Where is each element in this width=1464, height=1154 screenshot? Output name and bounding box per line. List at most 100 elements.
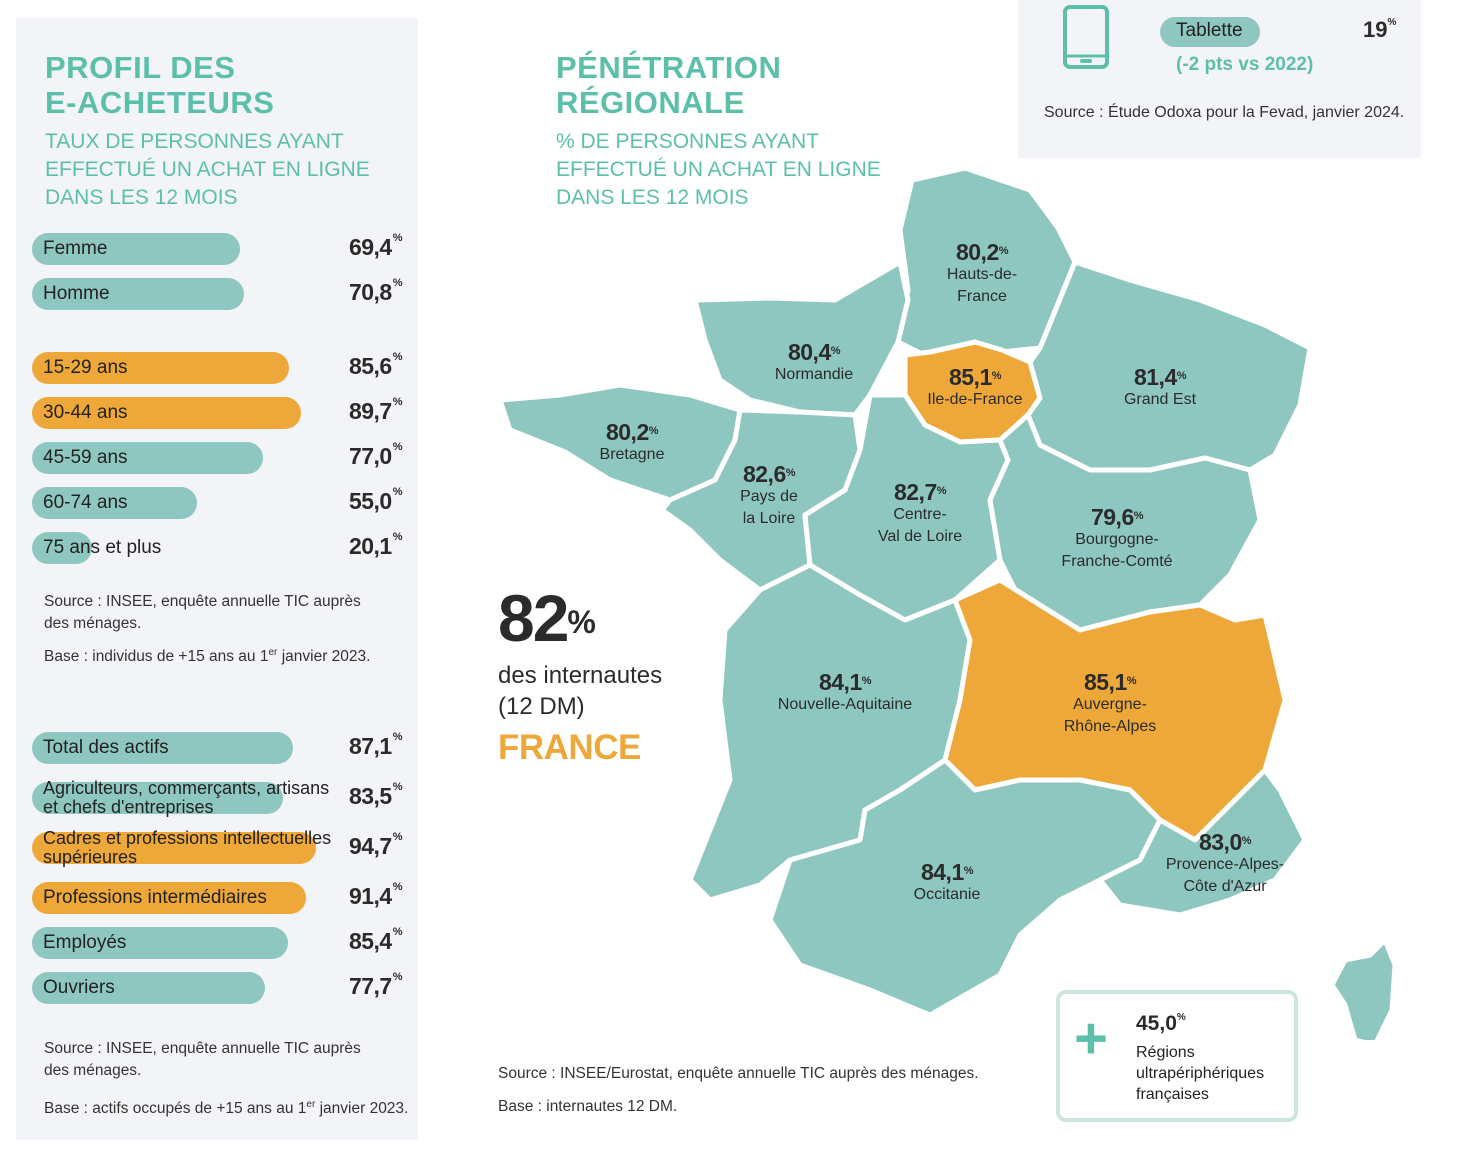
bar [32, 832, 317, 864]
region-name: Occitanie [913, 886, 981, 903]
bar-label: Professions intermédiaires [43, 887, 267, 908]
bar-value: 55,0% [348, 486, 403, 514]
bar-label: 75 ans et plus [43, 537, 162, 558]
region-value: 80,4% [787, 339, 841, 365]
region-name: Bourgogne- [1075, 531, 1159, 548]
region-name: Ile-de-France [927, 391, 1023, 408]
region-value: 80,2% [955, 239, 1009, 265]
region-value: 84,1% [920, 859, 974, 885]
region-name: France [957, 288, 1007, 305]
region-label: 82,7% Centre- Val de Loire [878, 480, 962, 548]
source-note-1: Source : INSEE, enquête annuelle TIC aup… [44, 593, 361, 632]
bar-value: 20,1% [348, 531, 403, 559]
region-shape-corse [1329, 937, 1398, 1040]
profile-subtitle: TAUX DE PERSONNES AYANT EFFECTUÉ UN ACHAT… [45, 130, 370, 209]
region-shape-paca [1097, 767, 1308, 918]
bar [32, 732, 294, 764]
region-label: 81,4% Grand Est [1124, 365, 1196, 411]
france-headline-value: 82% [498, 581, 596, 655]
region-value: 82,6% [742, 461, 796, 487]
plus-icon: + [1074, 1006, 1108, 1071]
region-name: Val de Loire [877, 528, 963, 545]
drom-box: + 45,0% Régions ultrapériphériques françai… [1056, 990, 1298, 1122]
tablet-source: Source : Étude Odoxa pour la Fevad, janv… [1044, 104, 1405, 121]
bar-label: Cadres et professions intellectuelles su… [43, 828, 332, 867]
region-name: Auvergne- [1073, 696, 1147, 713]
map-subtitle: % DE PERSONNES AYANT EFFECTUÉ UN ACHAT EN… [556, 130, 881, 209]
bar [32, 397, 302, 429]
region-value: 82,7% [893, 479, 947, 505]
region-name: Pays de [740, 488, 798, 505]
region-name: Nouvelle-Aquitaine [777, 696, 913, 713]
bar-label: 15-29 ans [43, 357, 128, 378]
region-label: 82,6% Pays de la Loire [740, 462, 798, 530]
region-value: 85,1% [1083, 669, 1137, 695]
region-name: Bretagne [599, 446, 665, 463]
region-name: Normandie [774, 366, 854, 383]
bar-value: 89,7% [348, 396, 403, 424]
map-base: Base : internautes 12 DM. [498, 1098, 678, 1115]
base-note-2: Base : actifs occupés de +15 ans au 1er … [44, 1099, 409, 1118]
region-name: la Loire [742, 510, 796, 527]
france-headline-country: FRANCE [498, 728, 641, 767]
base-note-1: Base : individus de +15 ans au 1er janvi… [44, 647, 371, 666]
bar-value: 83,5% [348, 781, 403, 809]
bar [32, 927, 289, 959]
region-label: 80,4% Normandie [775, 340, 853, 386]
bar-value: 77,7% [348, 971, 403, 999]
bar-label: Homme [43, 283, 110, 304]
region-label: 85,1% Ile-de-France [927, 365, 1022, 411]
drom-label: Régions ultrapériphériques françaises [1136, 1044, 1265, 1103]
bar-value: 85,4% [348, 926, 403, 954]
region-name: Franche-Comté [1061, 553, 1173, 570]
region-shape-centre-val-de-loire [802, 392, 1011, 623]
bar-value: 94,7% [348, 831, 403, 859]
map-source: Source : INSEE/Eurostat, enquête annuell… [498, 1065, 979, 1082]
region-name: Hauts-de- [946, 266, 1018, 283]
region-value: 83,0% [1198, 829, 1252, 855]
bar [32, 882, 307, 914]
region-value: 85,1% [948, 364, 1002, 390]
region-name: Côte d'Azur [1183, 878, 1267, 895]
bar-value: 77,0% [348, 441, 403, 469]
bar-label: Agriculteurs, commerçants, artisans et c… [43, 778, 330, 817]
bar [32, 233, 241, 265]
region-name: Provence-Alpes- [1165, 856, 1285, 873]
region-value: 79,6% [1090, 504, 1144, 530]
bar-value: 91,4% [348, 881, 403, 909]
bar [32, 487, 197, 519]
region-name: Centre- [893, 506, 947, 523]
tablet-icon [1063, 5, 1109, 69]
region-value: 81,4% [1133, 364, 1187, 390]
tablet-label: Tablette [1176, 20, 1243, 41]
region-label: 83,0% Provence-Alpes- Côte d'Azur [1166, 830, 1284, 898]
bar-value: 69,4% [348, 232, 403, 260]
bar-label: Ouvriers [43, 977, 115, 998]
region-label: 80,2% Hauts-de- France [947, 240, 1017, 308]
bar-value: 85,6% [348, 351, 403, 379]
region-label: 84,1% Occitanie [914, 860, 981, 906]
bar [32, 782, 283, 814]
region-label: 79,6% Bourgogne- Franche-Comté [1061, 505, 1172, 573]
bar [32, 352, 289, 384]
france-headline-text: des internautes (12 DM) [498, 662, 663, 720]
region-label: 84,1% Nouvelle-Aquitaine [778, 670, 912, 716]
region-value: 80,2% [605, 419, 659, 445]
bar-label: Femme [43, 238, 108, 259]
region-shape-bourgogne-franche-comte [987, 412, 1263, 633]
source-note-2: Source : INSEE, enquête annuelle TIC aup… [44, 1040, 361, 1079]
bar-label: Employés [43, 932, 127, 953]
bar-label: Total des actifs [43, 737, 169, 758]
profile-title: PROFIL DES E-ACHETEURS [45, 50, 275, 120]
region-label: 80,2% Bretagne [600, 420, 665, 466]
bar-label: 45-59 ans [43, 447, 128, 468]
bar [32, 532, 93, 564]
bar [32, 278, 245, 310]
bar-label: 60-74 ans [43, 492, 128, 513]
bar [32, 442, 263, 474]
bar [32, 972, 266, 1004]
tablet-value: 19% [1363, 17, 1397, 42]
bar-value: 87,1% [348, 731, 403, 759]
region-label: 85,1% Auvergne- Rhône-Alpes [1064, 670, 1157, 738]
tablet-bar [1160, 17, 1260, 47]
